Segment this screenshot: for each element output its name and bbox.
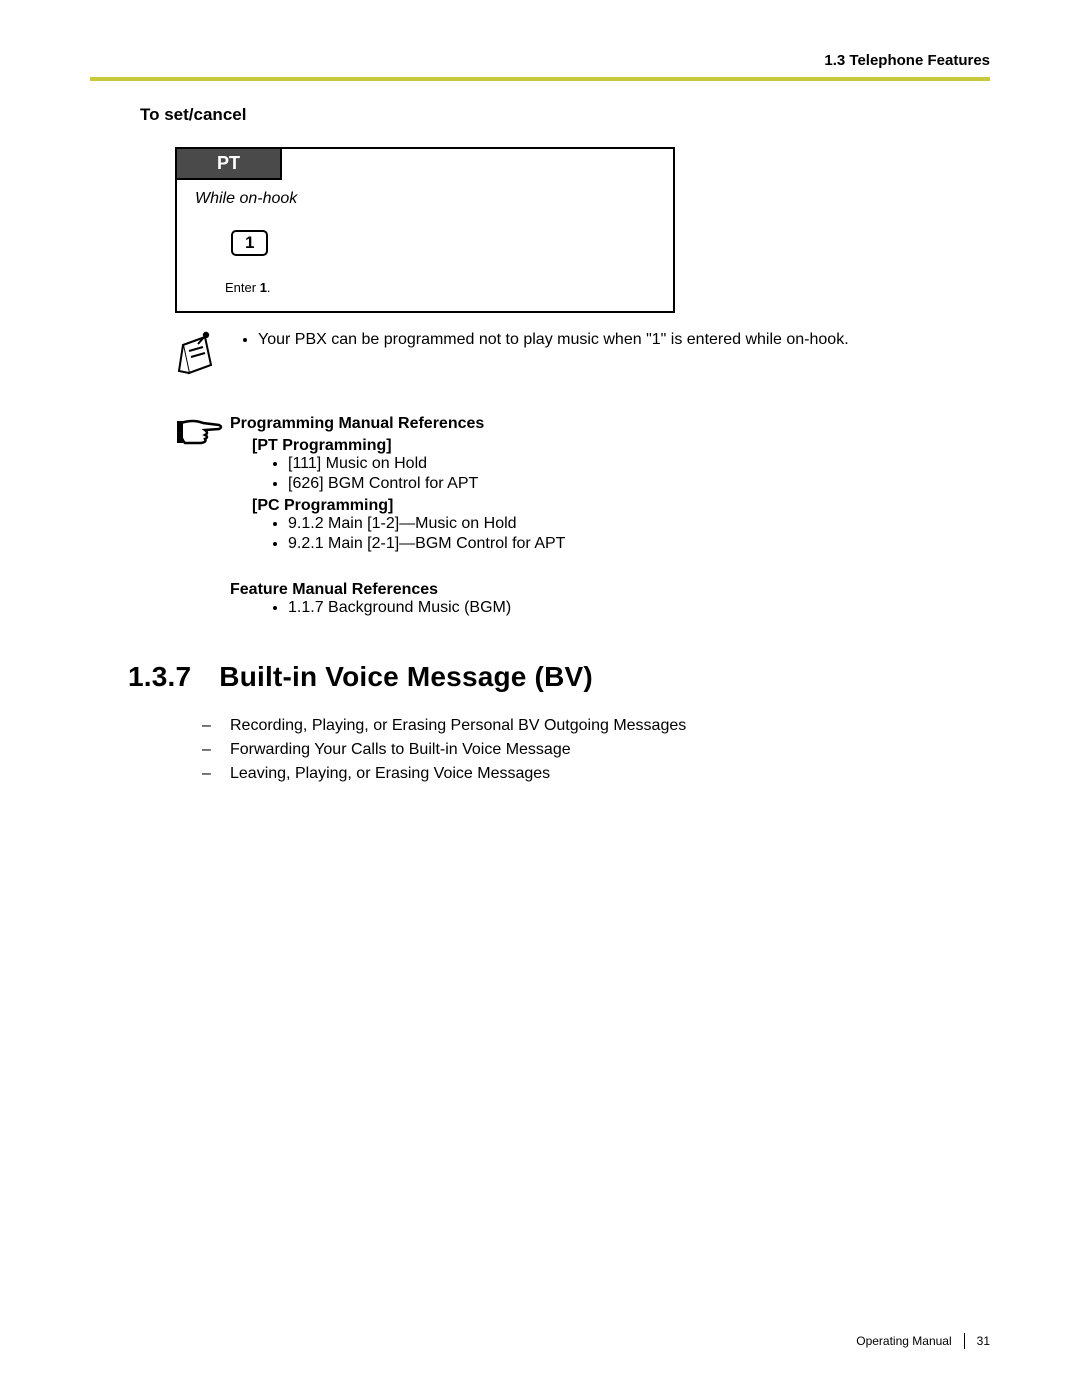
footer-page-number: 31 xyxy=(977,1334,990,1348)
dash: – xyxy=(202,717,230,735)
pt-ref-item: [626] BGM Control for APT xyxy=(288,475,565,493)
header-divider xyxy=(90,77,990,81)
section-title: Built-in Voice Message (BV) xyxy=(219,661,593,692)
pt-ref-item: [111] Music on Hold xyxy=(288,455,565,473)
section-heading: 1.3.7 Built-in Voice Message (BV) xyxy=(128,661,990,693)
pt-caption: Enter 1. xyxy=(225,280,655,295)
pc-ref-item: 9.2.1 Main [2-1]—BGM Control for APT xyxy=(288,535,565,553)
section-item: Forwarding Your Calls to Built-in Voice … xyxy=(230,741,571,759)
footer-manual-name: Operating Manual xyxy=(856,1334,951,1348)
pt-programming-heading: [PT Programming] xyxy=(252,437,565,455)
pt-caption-key: 1 xyxy=(260,280,267,295)
feature-ref-item: 1.1.7 Background Music (BGM) xyxy=(288,599,990,617)
pt-caption-prefix: Enter xyxy=(225,280,260,295)
page-footer: Operating Manual 31 xyxy=(856,1333,990,1349)
pt-instruction: While on-hook xyxy=(195,190,655,208)
dash: – xyxy=(202,741,230,759)
pt-tab: PT xyxy=(177,149,282,180)
feature-refs-title: Feature Manual References xyxy=(230,581,990,599)
header-section-label: 1.3 Telephone Features xyxy=(90,52,990,77)
pc-programming-heading: [PC Programming] xyxy=(252,497,565,515)
pointing-hand-icon xyxy=(175,415,230,449)
section-item: Leaving, Playing, or Erasing Voice Messa… xyxy=(230,765,550,783)
section-item: Recording, Playing, or Erasing Personal … xyxy=(230,717,686,735)
dash: – xyxy=(202,765,230,783)
section-number: 1.3.7 xyxy=(128,661,191,693)
note-icon xyxy=(175,331,230,379)
pc-ref-item: 9.1.2 Main [1-2]—Music on Hold xyxy=(288,515,565,533)
footer-separator xyxy=(964,1333,965,1349)
section-items: –Recording, Playing, or Erasing Personal… xyxy=(202,717,990,783)
pt-procedure-box: PT While on-hook 1 Enter 1. xyxy=(175,147,675,313)
note-text: Your PBX can be programmed not to play m… xyxy=(258,331,849,349)
pt-caption-suffix: . xyxy=(267,280,271,295)
subheading-to-set-cancel: To set/cancel xyxy=(140,105,990,125)
programming-refs-title: Programming Manual References xyxy=(230,415,565,433)
keypad-key-1: 1 xyxy=(231,230,268,256)
